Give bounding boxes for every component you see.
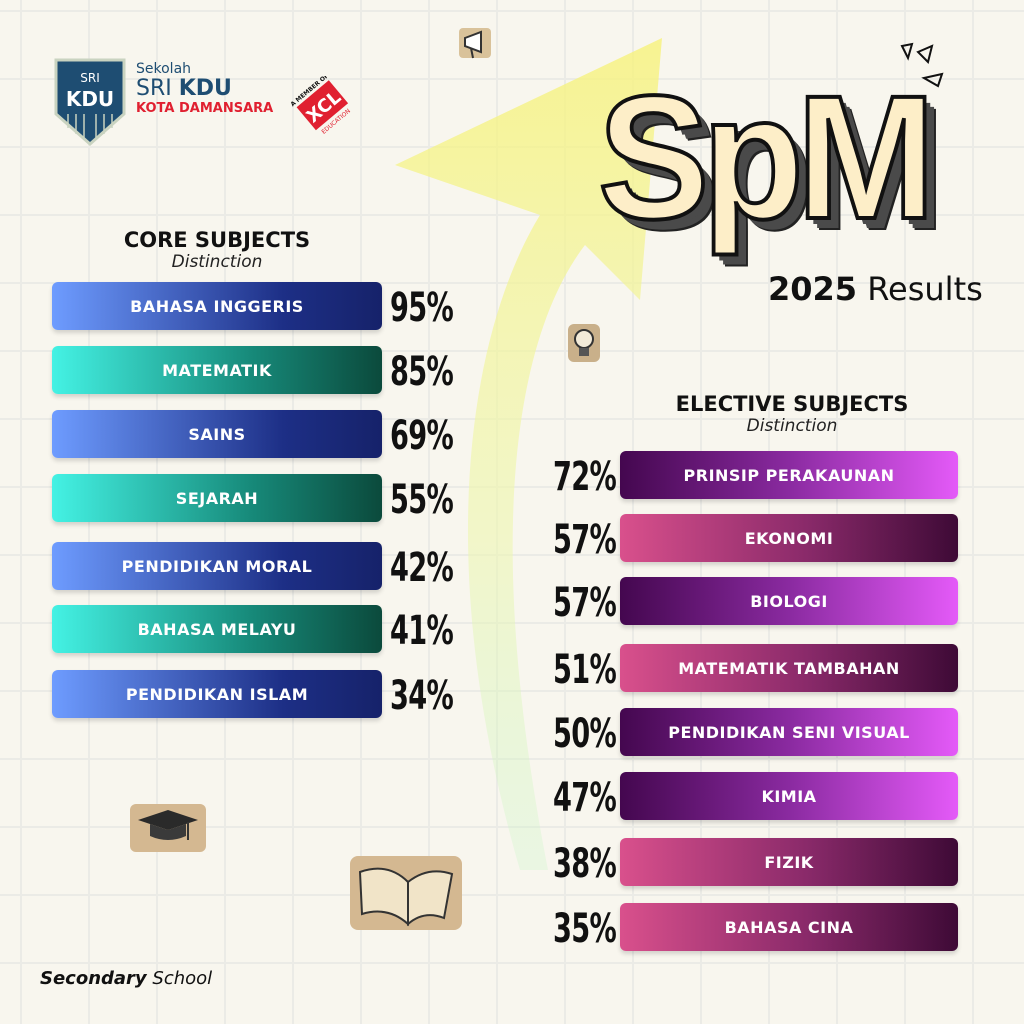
school-location: KOTA DAMANSARA — [136, 100, 274, 116]
subject-bar: MATEMATIK — [52, 346, 382, 394]
xcl-logo: XCL A MEMBER OF EDUCATION — [289, 76, 352, 136]
subject-bar: BAHASA MELAYU — [52, 605, 382, 653]
subject-bar: SAINS — [52, 410, 382, 458]
subject-percentage: 35% — [553, 906, 617, 952]
subject-percentage: 41% — [390, 608, 454, 654]
subject-percentage: 95% — [390, 285, 454, 331]
subject-percentage: 51% — [553, 647, 617, 693]
subject-bar: KIMIA — [620, 772, 958, 820]
title-results: 2025 Results — [768, 270, 983, 308]
subject-percentage: 69% — [390, 413, 454, 459]
subject-bar: FIZIK — [620, 838, 958, 886]
book-icon — [350, 856, 462, 930]
subject-percentage: 57% — [553, 517, 617, 563]
subject-percentage: 50% — [553, 711, 617, 757]
sparkle-icon — [900, 42, 944, 88]
graduation-cap-icon — [130, 804, 206, 852]
title-spm: SpM — [596, 60, 938, 256]
subject-percentage: 47% — [553, 775, 617, 821]
subject-percentage: 85% — [390, 349, 454, 395]
subject-bar: PENDIDIKAN ISLAM — [52, 670, 382, 718]
svg-text:SRI: SRI — [80, 71, 100, 85]
subject-percentage: 38% — [553, 841, 617, 887]
school-name-bold: KDU — [178, 76, 232, 102]
subject-bar: PRINSIP PERAKAUNAN — [620, 451, 958, 499]
lightbulb-icon — [568, 324, 600, 362]
elective-heading: ELECTIVE SUBJECTS Distinction — [675, 392, 909, 436]
subject-bar: MATEMATIK TAMBAHAN — [620, 644, 958, 692]
subject-percentage: 72% — [553, 454, 617, 500]
school-prefix: Sekolah — [136, 61, 192, 77]
subject-percentage: 34% — [390, 673, 454, 719]
subject-bar: EKONOMI — [620, 514, 958, 562]
subject-bar: SEJARAH — [52, 474, 382, 522]
subject-bar: PENDIDIKAN MORAL — [52, 542, 382, 590]
subject-bar: BAHASA CINA — [620, 903, 958, 951]
school-name: Sekolah SRI KDU KOTA DAMANSARA — [136, 61, 274, 116]
subject-percentage: 55% — [390, 477, 454, 523]
subject-percentage: 42% — [390, 545, 454, 591]
megaphone-icon — [459, 28, 491, 59]
school-name-light: SRI — [136, 76, 172, 102]
subject-bar: PENDIDIKAN SENI VISUAL — [620, 708, 958, 756]
core-heading: CORE SUBJECTS Distinction — [123, 228, 311, 272]
footer-label: Secondary School — [40, 968, 213, 989]
svg-text:KDU: KDU — [66, 87, 114, 111]
subject-percentage: 57% — [553, 580, 617, 626]
subject-bar: BIOLOGI — [620, 577, 958, 625]
subject-bar: BAHASA INGGERIS — [52, 282, 382, 330]
school-shield-logo: SRI KDU — [54, 58, 126, 146]
